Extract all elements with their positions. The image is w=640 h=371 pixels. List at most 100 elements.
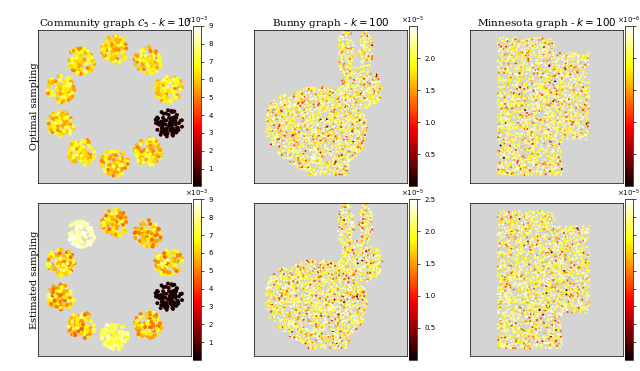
Point bbox=[161, 305, 171, 311]
Point bbox=[313, 94, 323, 100]
Point bbox=[520, 45, 531, 51]
Point bbox=[308, 137, 319, 142]
Point bbox=[530, 284, 540, 290]
Point bbox=[358, 79, 369, 85]
Point bbox=[525, 85, 536, 91]
Point bbox=[493, 285, 504, 291]
Point bbox=[342, 143, 353, 149]
Point bbox=[561, 232, 571, 238]
Point bbox=[509, 321, 520, 327]
Point bbox=[534, 224, 545, 230]
Point bbox=[272, 136, 282, 142]
Point bbox=[298, 167, 308, 173]
Point bbox=[328, 265, 339, 271]
Point bbox=[152, 89, 162, 95]
Point bbox=[546, 332, 556, 338]
Point bbox=[318, 291, 328, 297]
Point bbox=[537, 290, 547, 296]
Point bbox=[557, 248, 568, 254]
Point bbox=[559, 249, 569, 255]
Point bbox=[346, 115, 356, 121]
Point bbox=[500, 120, 511, 126]
Point bbox=[573, 59, 583, 65]
Point bbox=[283, 120, 293, 126]
Point bbox=[550, 68, 561, 74]
Point bbox=[304, 107, 314, 113]
Point bbox=[65, 301, 76, 307]
Point bbox=[353, 281, 364, 287]
Point bbox=[346, 211, 356, 217]
Point bbox=[513, 304, 523, 310]
Point bbox=[152, 227, 162, 233]
Point bbox=[349, 118, 359, 124]
Point bbox=[268, 289, 278, 295]
Point bbox=[508, 268, 518, 274]
Point bbox=[341, 78, 351, 83]
Point bbox=[566, 128, 577, 134]
Point bbox=[286, 108, 296, 114]
Point bbox=[547, 309, 557, 315]
Point bbox=[334, 50, 344, 56]
Point bbox=[554, 262, 564, 268]
Point bbox=[555, 224, 565, 230]
Point bbox=[341, 73, 351, 79]
Point bbox=[548, 260, 558, 266]
Point bbox=[344, 102, 354, 108]
Point bbox=[314, 265, 324, 270]
Point bbox=[76, 156, 86, 162]
Point bbox=[565, 57, 575, 63]
Point bbox=[500, 161, 510, 167]
Point bbox=[295, 88, 305, 94]
Point bbox=[314, 95, 324, 101]
Point bbox=[131, 229, 141, 235]
Point bbox=[317, 85, 327, 91]
Point bbox=[118, 230, 128, 236]
Point bbox=[115, 329, 125, 335]
Point bbox=[165, 120, 175, 126]
Point bbox=[500, 310, 511, 316]
Point bbox=[304, 309, 314, 315]
Point bbox=[316, 104, 326, 110]
Point bbox=[328, 142, 338, 148]
Point bbox=[511, 91, 521, 97]
Point bbox=[309, 280, 319, 286]
Point bbox=[542, 50, 552, 56]
Point bbox=[315, 105, 325, 111]
Point bbox=[493, 232, 503, 238]
Point bbox=[141, 53, 151, 59]
Point bbox=[535, 242, 545, 248]
Point bbox=[495, 90, 506, 96]
Point bbox=[502, 341, 512, 347]
Point bbox=[362, 76, 372, 82]
Point bbox=[556, 166, 566, 172]
Point bbox=[566, 93, 576, 99]
Point bbox=[337, 51, 347, 57]
Point bbox=[322, 305, 332, 311]
Point bbox=[518, 56, 528, 62]
Point bbox=[296, 150, 307, 156]
Point bbox=[495, 222, 505, 228]
Point bbox=[504, 101, 514, 106]
Point bbox=[281, 298, 291, 304]
Point bbox=[558, 310, 568, 316]
Point bbox=[534, 123, 545, 129]
Point bbox=[364, 91, 374, 97]
Point bbox=[557, 74, 568, 80]
Point bbox=[337, 248, 348, 254]
Point bbox=[115, 37, 125, 43]
Point bbox=[362, 78, 372, 84]
Point bbox=[341, 104, 351, 110]
Point bbox=[173, 259, 184, 265]
Point bbox=[116, 42, 126, 48]
Point bbox=[302, 152, 312, 158]
Point bbox=[566, 118, 576, 124]
Point bbox=[301, 114, 312, 119]
Point bbox=[532, 86, 542, 92]
Point bbox=[118, 323, 129, 329]
Point bbox=[330, 262, 340, 268]
Point bbox=[509, 40, 520, 46]
Point bbox=[328, 172, 339, 178]
Point bbox=[548, 86, 559, 92]
Point bbox=[333, 311, 344, 317]
Point bbox=[174, 120, 184, 126]
